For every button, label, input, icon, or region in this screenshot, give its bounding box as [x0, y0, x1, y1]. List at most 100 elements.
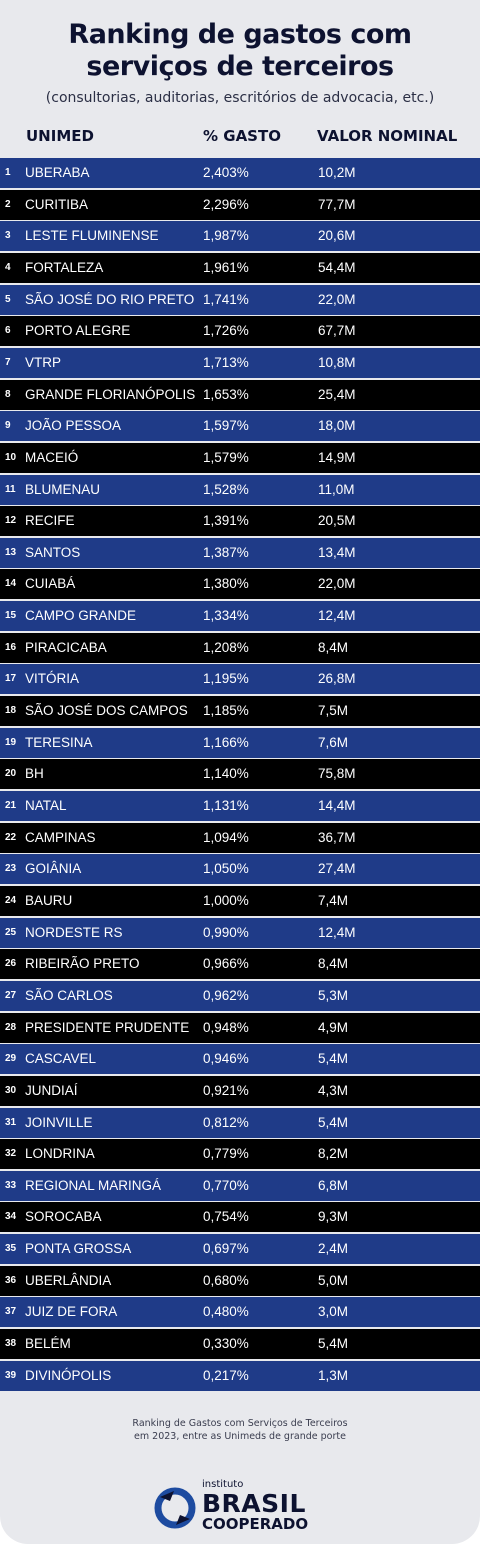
unimed-name-cell: PORTO ALEGRE [25, 323, 131, 338]
unimed-name-cell: BAURU [25, 893, 73, 908]
unimed-name-cell: GOIÂNIA [25, 861, 82, 876]
valor-cell: 36,7M [318, 830, 356, 845]
valor-cell: 8,4M [318, 956, 349, 971]
rank-cell: 28 [5, 1022, 17, 1033]
table-row: 24 BAURU 1,000% 7,4M [0, 886, 480, 916]
valor-cell: 12,4M [318, 925, 356, 940]
pct-cell: 0,946% [203, 1051, 249, 1066]
pct-cell: 1,050% [203, 861, 249, 876]
valor-cell: 10,8M [318, 355, 356, 370]
rank-cell: 21 [5, 800, 17, 811]
valor-cell: 18,0M [318, 418, 356, 433]
valor-cell: 7,5M [318, 703, 349, 718]
unimed-name-cell: SOROCABA [25, 1209, 102, 1224]
footer-note-line1: Ranking de Gastos com Serviços de Tercei… [132, 1418, 348, 1429]
logo-text-instituto: instituto [202, 1479, 244, 1490]
unimed-name-cell: SANTOS [25, 545, 81, 560]
valor-cell: 7,4M [318, 893, 349, 908]
column-header-unimed: UNIMED [26, 127, 94, 145]
table-row: 18 SÃO JOSÉ DOS CAMPOS 1,185% 7,5M [0, 696, 480, 726]
unimed-name-cell: RECIFE [25, 513, 75, 528]
rank-cell: 3 [5, 230, 11, 241]
rank-cell: 11 [5, 484, 16, 495]
pct-cell: 0,697% [203, 1241, 249, 1256]
pct-cell: 1,380% [203, 576, 249, 591]
unimed-name-cell: CAMPO GRANDE [25, 608, 137, 623]
pct-cell: 0,754% [203, 1209, 249, 1224]
rank-cell: 37 [5, 1306, 17, 1317]
valor-cell: 14,9M [318, 450, 356, 465]
pct-cell: 1,741% [203, 292, 249, 307]
table-row: 14 CUIABÁ 1,380% 22,0M [0, 569, 480, 599]
pct-cell: 0,330% [203, 1336, 249, 1351]
table-row: 13 SANTOS 1,387% 13,4M [0, 538, 480, 568]
valor-cell: 10,2M [318, 165, 356, 180]
pct-cell: 0,680% [203, 1273, 249, 1288]
brasil-cooperado-logo: instituto BRASIL COOPERADO [154, 1477, 334, 1537]
rank-cell: 12 [5, 515, 17, 526]
table-row: 11 BLUMENAU 1,528% 11,0M [0, 475, 480, 505]
table-row: 34 SOROCABA 0,754% 9,3M [0, 1202, 480, 1232]
pct-cell: 0,770% [203, 1178, 249, 1193]
valor-cell: 20,5M [318, 513, 356, 528]
valor-cell: 25,4M [318, 387, 356, 402]
table-row: 16 PIRACICABA 1,208% 8,4M [0, 633, 480, 663]
logo-text-cooperado: COOPERADO [202, 1515, 309, 1533]
unimed-name-cell: PONTA GROSSA [25, 1241, 132, 1256]
unimed-name-cell: JUIZ DE FORA [25, 1304, 118, 1319]
rank-cell: 19 [5, 737, 17, 748]
table-row: 36 UBERLÂNDIA 0,680% 5,0M [0, 1266, 480, 1296]
pct-cell: 1,000% [203, 893, 249, 908]
valor-cell: 4,9M [318, 1020, 349, 1035]
table-row: 28 PRESIDENTE PRUDENTE 0,948% 4,9M [0, 1013, 480, 1043]
rank-cell: 27 [5, 990, 17, 1001]
pct-cell: 1,653% [203, 387, 249, 402]
pct-cell: 1,961% [203, 260, 249, 275]
valor-cell: 4,3M [318, 1083, 349, 1098]
unimed-name-cell: PIRACICABA [25, 640, 107, 655]
rank-cell: 10 [5, 452, 17, 463]
unimed-name-cell: DIVINÓPOLIS [25, 1368, 112, 1383]
rank-cell: 8 [5, 389, 11, 400]
table-row: 22 CAMPINAS 1,094% 36,7M [0, 823, 480, 853]
pct-cell: 0,217% [203, 1368, 249, 1383]
unimed-name-cell: SÃO JOSÉ DO RIO PRETO [25, 292, 195, 307]
valor-cell: 7,6M [318, 735, 349, 750]
rank-cell: 18 [5, 705, 17, 716]
valor-cell: 8,2M [318, 1146, 349, 1161]
table-row: 32 LONDRINA 0,779% 8,2M [0, 1139, 480, 1169]
pct-cell: 2,403% [203, 165, 249, 180]
rank-cell: 31 [5, 1117, 17, 1128]
unimed-name-cell: BLUMENAU [25, 482, 101, 497]
table-row: 37 JUIZ DE FORA 0,480% 3,0M [0, 1297, 480, 1327]
table-row: 19 TERESINA 1,166% 7,6M [0, 728, 480, 758]
pct-cell: 1,387% [203, 545, 249, 560]
rank-cell: 16 [5, 642, 17, 653]
valor-cell: 11,0M [318, 482, 355, 497]
table-row: 20 BH 1,140% 75,8M [0, 759, 480, 789]
valor-cell: 20,6M [318, 228, 356, 243]
table-row: 21 NATAL 1,131% 14,4M [0, 791, 480, 821]
rank-cell: 14 [5, 578, 17, 589]
unimed-name-cell: RIBEIRÃO PRETO [25, 956, 140, 971]
valor-cell: 8,4M [318, 640, 349, 655]
valor-cell: 27,4M [318, 861, 356, 876]
pct-cell: 1,185% [203, 703, 249, 718]
pct-cell: 0,990% [203, 925, 249, 940]
rank-cell: 20 [5, 768, 17, 779]
unimed-name-cell: UBERABA [25, 165, 90, 180]
valor-cell: 3,0M [318, 1304, 349, 1319]
rank-cell: 5 [5, 294, 11, 305]
table-row: 3 LESTE FLUMINENSE 1,987% 20,6M [0, 221, 480, 251]
valor-cell: 77,7M [318, 197, 356, 212]
logo-text-brasil: BRASIL [202, 1489, 306, 1518]
pct-cell: 1,166% [203, 735, 249, 750]
unimed-name-cell: UBERLÂNDIA [25, 1273, 112, 1288]
pct-cell: 1,334% [203, 608, 249, 623]
unimed-name-cell: BH [25, 766, 44, 781]
unimed-name-cell: NATAL [25, 798, 67, 813]
unimed-name-cell: BELÉM [25, 1336, 71, 1351]
valor-cell: 54,4M [318, 260, 356, 275]
table-row: 25 NORDESTE RS 0,990% 12,4M [0, 918, 480, 948]
